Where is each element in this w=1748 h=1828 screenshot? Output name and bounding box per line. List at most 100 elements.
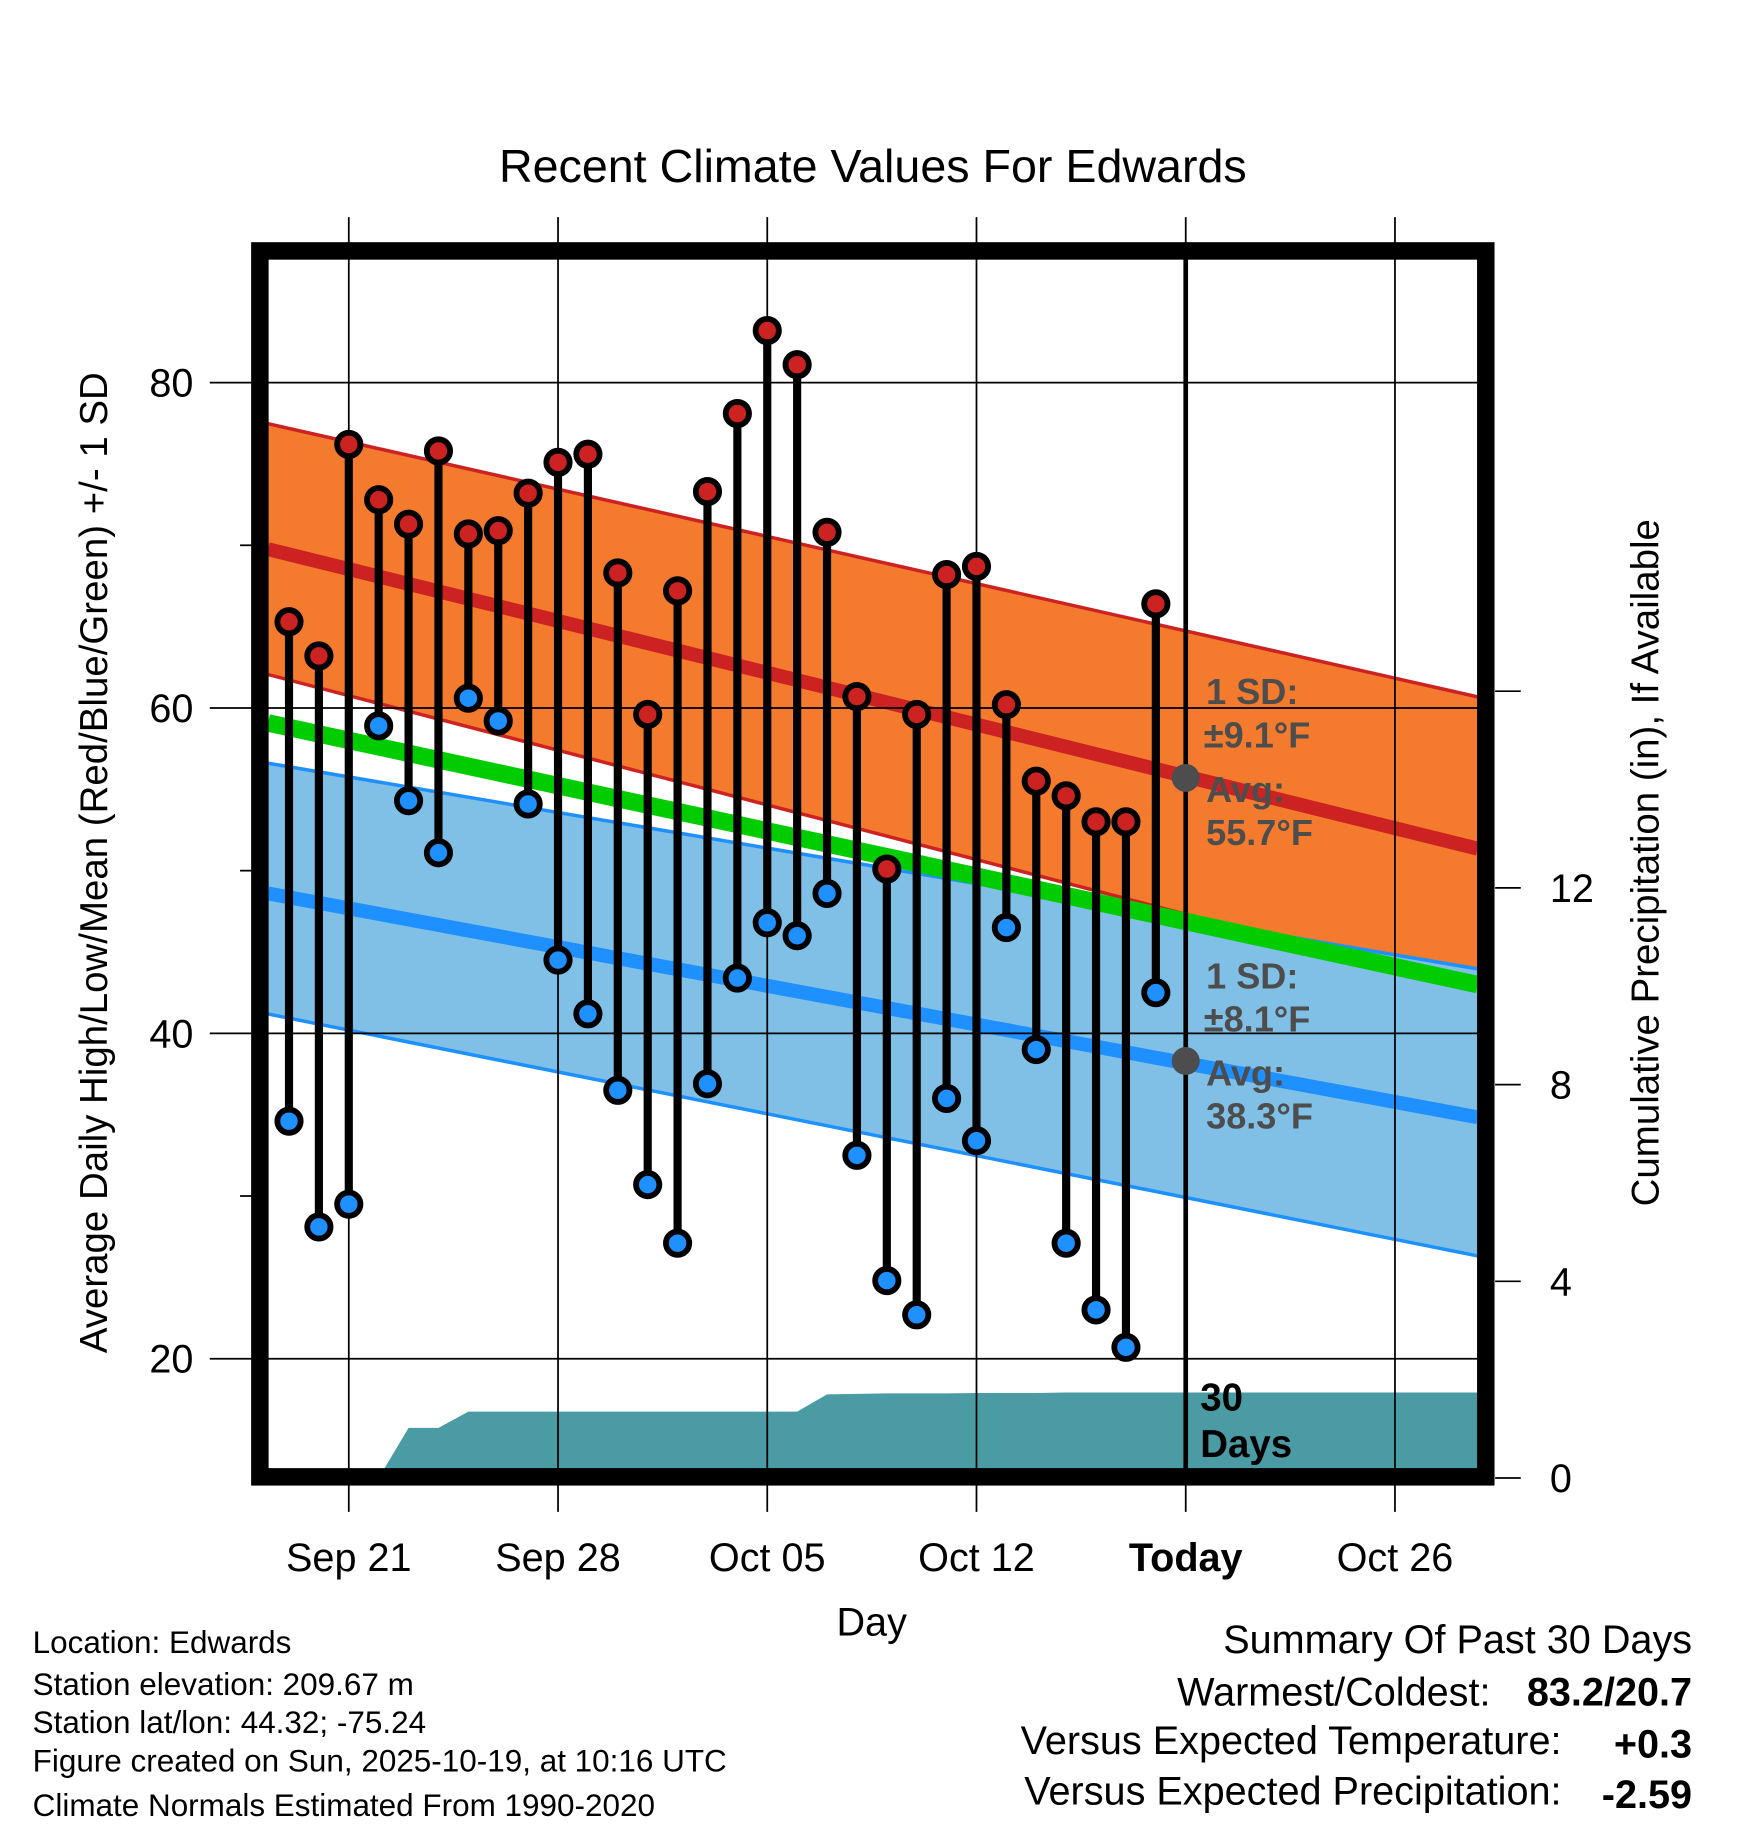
y-tick-label: 20 [149,1338,193,1382]
daily-high-point [722,398,752,429]
daily-low-point [304,1212,334,1242]
y2-tick-label: 8 [1550,1064,1572,1108]
daily-low-point [274,1106,304,1136]
footer-latlon: Station lat/lon: 44.32; -75.24 [33,1705,426,1740]
daily-low-point [752,908,782,938]
footer-info: Location: Edwards Station elevation: 209… [33,1625,727,1823]
daily-low-point [573,999,603,1029]
x-tick-label: Sep 28 [495,1536,621,1580]
y2-axis-label: Cumulative Precipitation (in), If Availa… [1624,519,1667,1206]
daily-high-point [304,641,334,671]
summary-box: Summary Of Past 30 Days Warmest/Coldest:… [1021,1618,1692,1817]
precip-area [384,1392,1478,1469]
daily-high-point [1021,766,1051,796]
daily-high-point [453,519,483,549]
warm-cold-value: 83.2/20.7 [1527,1670,1692,1714]
temp-value: +0.3 [1614,1723,1692,1767]
daily-high-point [902,699,932,730]
x-tick-label: Sep 21 [286,1536,412,1580]
y2-tick-label: 12 [1550,867,1594,911]
daily-low-point [961,1126,992,1156]
axes: Sep 21 Sep 28 Oct 05 Oct 12 Today Oct 2620406… [149,362,1594,1581]
daily-low-point [782,921,812,951]
y2-tick-label: 0 [1550,1457,1572,1501]
footer-created: Figure created on Sun, 2025-10-19, at 10… [33,1744,727,1779]
low-avg-value: 38.3°F [1206,1095,1313,1136]
daily-high-point [423,436,454,466]
high-sd-label: 1 SD: [1206,671,1298,712]
precip-value: -2.59 [1602,1773,1692,1817]
daily-high-point [1051,781,1081,811]
daily-high-point [1081,807,1111,837]
daily-low-point [1021,1035,1051,1065]
high-sd-band-upper-edge [268,421,1478,699]
footer-normals: Climate Normals Estimated From 1990-2020 [33,1788,655,1823]
daily-high-point [573,439,603,469]
low-sd-value: ±8.1°F [1204,999,1311,1040]
daily-low-point [902,1300,932,1330]
footer-location: Location: Edwards [33,1625,292,1660]
summary-title: Summary Of Past 30 Days [1223,1618,1692,1662]
x-tick-label: Oct 12 [918,1536,1035,1580]
plot-frame [251,242,1495,1486]
high-sd-value: ±9.1°F [1204,714,1311,755]
daily-high-point [393,509,424,539]
daily-high-point [483,516,513,546]
daily-high-point [663,576,693,606]
daily-low-point [1111,1332,1141,1362]
daily-low-point [692,1069,723,1099]
daily-low-point [633,1170,663,1200]
annotations: 1 SD: ±9.1°F Avg: 55.7°F 1 SD: ±8.1°F Av… [1200,671,1313,1466]
daily-low-point [543,945,573,975]
y-tick-label: 40 [149,1012,193,1056]
temp-label: Versus Expected Temperature: [1021,1719,1562,1763]
daily-high-point [513,478,543,508]
high-avg-value: 55.7°F [1206,812,1313,853]
daily-low-point [423,838,454,868]
daily-high-point [782,350,812,380]
low-avg-label: Avg: [1206,1052,1285,1093]
daily-high-point [872,854,902,884]
daily-high-point [274,607,304,637]
daily-high-point [633,699,663,730]
y-tick-label: 60 [149,687,193,731]
y-axis-label: Average Daily High/Low/Mean (Red/Blue/Gr… [73,372,116,1353]
daily-high-point [1141,589,1171,619]
daily-high-point [1111,807,1141,837]
daily-high-point [603,558,633,588]
footer-elevation: Station elevation: 209.67 m [33,1667,414,1702]
low-sd-label: 1 SD: [1206,956,1298,997]
daily-high-point [812,517,842,547]
daily-low-point [483,706,513,736]
daily-low-point [1081,1295,1111,1325]
daily-low-point [991,913,1021,943]
daily-low-point [663,1228,693,1258]
daily-high-point [842,682,872,712]
daily-marks [274,315,1200,1362]
daily-low-point [393,786,424,816]
warm-cold-label: Warmest/Coldest: [1177,1670,1490,1714]
daily-high-point [543,447,573,477]
period-label-line2: Days [1200,1423,1292,1466]
daily-high-point [961,551,992,582]
daily-high-point [364,485,394,515]
daily-low-point [932,1083,962,1113]
x-tick-label: Oct 26 [1337,1536,1454,1580]
daily-high-point [932,560,962,590]
precip-label: Versus Expected Precipitation: [1024,1769,1561,1813]
today-low-avg-marker [1171,1047,1200,1075]
x-axis-label: Day [836,1600,907,1644]
daily-high-point [334,429,364,459]
today-high-avg-marker [1171,763,1200,792]
y2-tick-label: 4 [1550,1260,1572,1304]
high-sd-band [268,423,1478,991]
daily-high-point [692,477,723,507]
daily-low-point [603,1075,633,1105]
daily-low-point [334,1189,364,1219]
y-tick-label: 80 [149,362,193,406]
low-avg-line [268,886,1478,1125]
low-sd-band-lower-edge [268,1012,1478,1258]
daily-low-point [722,963,752,993]
daily-high-point [991,690,1021,720]
